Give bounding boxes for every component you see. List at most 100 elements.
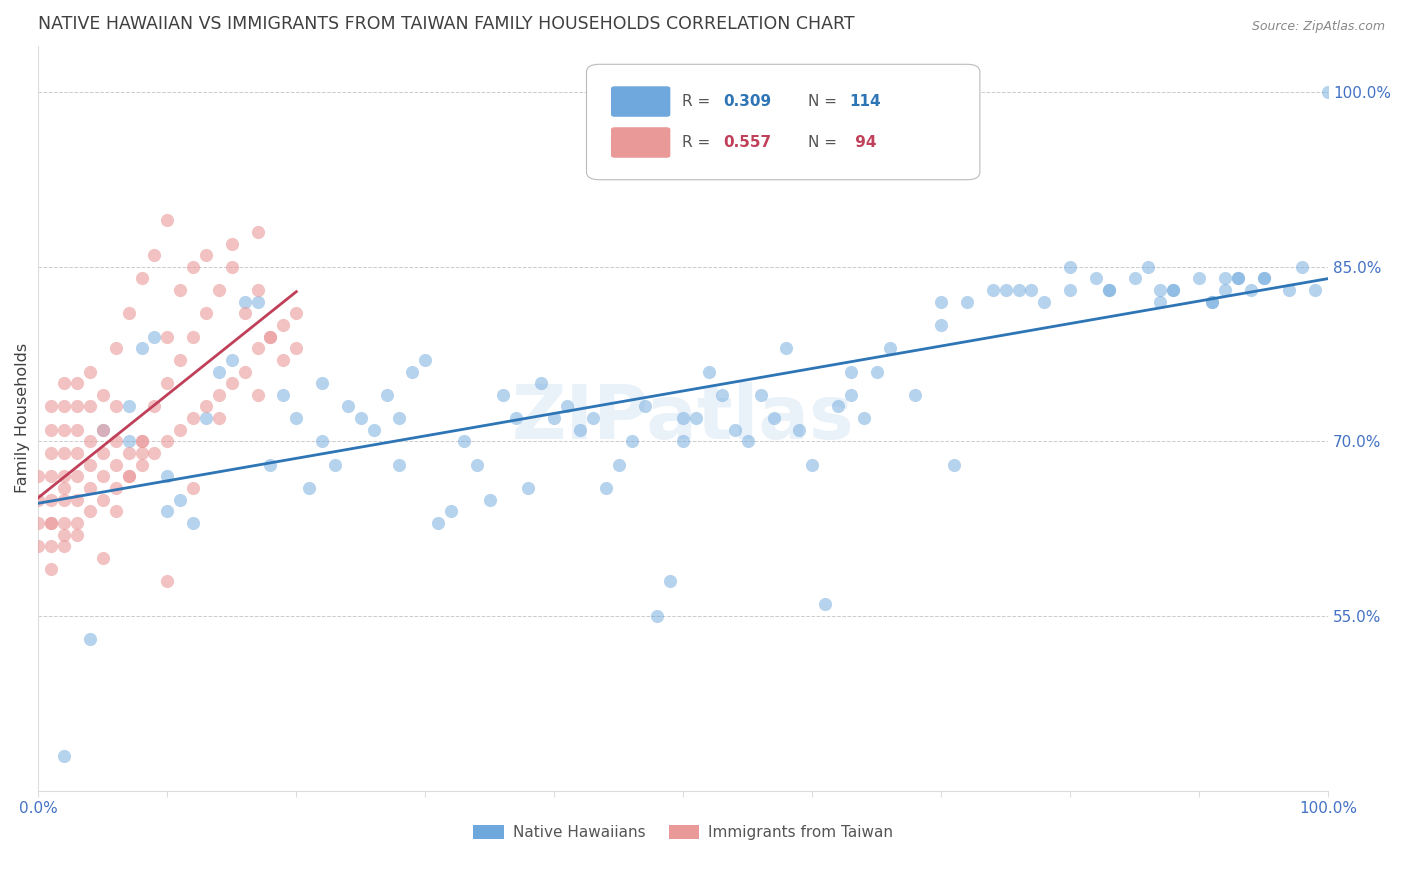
Point [39, 469, 62, 483]
Point [39, 423, 62, 437]
Text: ZIPatlas: ZIPatlas [512, 382, 855, 455]
Point [39, 516, 62, 530]
Point [814, 598, 837, 612]
Point [1021, 283, 1043, 297]
Point [943, 458, 966, 472]
Point [311, 434, 333, 449]
Point [879, 341, 901, 355]
Text: 114: 114 [849, 94, 882, 109]
Point [259, 329, 281, 343]
Point [1253, 271, 1275, 285]
Point [104, 504, 127, 518]
Point [582, 411, 605, 425]
Point [53, 527, 76, 541]
Point [413, 353, 436, 368]
Point [27, 492, 49, 507]
Point [91, 492, 114, 507]
Point [465, 458, 488, 472]
Point [246, 225, 269, 239]
Point [492, 388, 515, 402]
Point [1059, 283, 1081, 297]
FancyBboxPatch shape [612, 128, 671, 158]
Point [79, 504, 101, 518]
Point [775, 341, 797, 355]
FancyBboxPatch shape [612, 87, 671, 117]
Point [66, 376, 89, 391]
Point [79, 632, 101, 647]
Point [53, 539, 76, 553]
Point [633, 400, 655, 414]
Point [169, 353, 191, 368]
Point [285, 411, 308, 425]
Point [762, 411, 785, 425]
Point [181, 481, 204, 495]
Point [195, 400, 218, 414]
Point [724, 423, 747, 437]
Point [259, 329, 281, 343]
Text: NATIVE HAWAIIAN VS IMMIGRANTS FROM TAIWAN FAMILY HOUSEHOLDS CORRELATION CHART: NATIVE HAWAIIAN VS IMMIGRANTS FROM TAIWA… [38, 15, 855, 33]
Point [1084, 271, 1107, 285]
Point [273, 388, 295, 402]
Point [53, 446, 76, 460]
Point [143, 400, 166, 414]
Point [929, 294, 952, 309]
Point [246, 294, 269, 309]
Point [273, 318, 295, 332]
Point [104, 458, 127, 472]
Point [91, 388, 114, 402]
Point [66, 400, 89, 414]
Point [956, 294, 979, 309]
Point [169, 492, 191, 507]
Point [685, 411, 707, 425]
Point [852, 411, 875, 425]
Point [1201, 294, 1223, 309]
Point [104, 481, 127, 495]
Point [156, 376, 179, 391]
Point [117, 434, 139, 449]
Point [1059, 260, 1081, 274]
Point [246, 283, 269, 297]
Point [1226, 271, 1249, 285]
Point [323, 458, 346, 472]
Point [91, 423, 114, 437]
Point [181, 260, 204, 274]
Point [91, 423, 114, 437]
Point [195, 248, 218, 262]
Point [221, 260, 243, 274]
Point [1098, 283, 1121, 297]
Point [104, 400, 127, 414]
Point [505, 411, 527, 425]
Point [53, 492, 76, 507]
Point [208, 388, 231, 402]
Point [1033, 294, 1056, 309]
Point [543, 411, 565, 425]
Point [79, 400, 101, 414]
Point [1303, 283, 1326, 297]
Point [620, 434, 643, 449]
Point [66, 527, 89, 541]
Point [827, 400, 849, 414]
Point [221, 236, 243, 251]
Point [53, 423, 76, 437]
Point [39, 539, 62, 553]
FancyBboxPatch shape [586, 64, 980, 180]
Point [156, 469, 179, 483]
Point [39, 562, 62, 576]
Point [104, 434, 127, 449]
Point [117, 446, 139, 460]
Point [311, 376, 333, 391]
Point [79, 434, 101, 449]
Point [801, 458, 824, 472]
Point [388, 411, 411, 425]
Point [710, 388, 733, 402]
Point [478, 492, 501, 507]
Point [427, 516, 450, 530]
Point [117, 469, 139, 483]
Point [1253, 271, 1275, 285]
Point [981, 283, 1004, 297]
Text: 0.557: 0.557 [723, 135, 772, 150]
Point [131, 434, 153, 449]
Point [246, 388, 269, 402]
Point [1317, 85, 1340, 99]
Point [555, 400, 578, 414]
